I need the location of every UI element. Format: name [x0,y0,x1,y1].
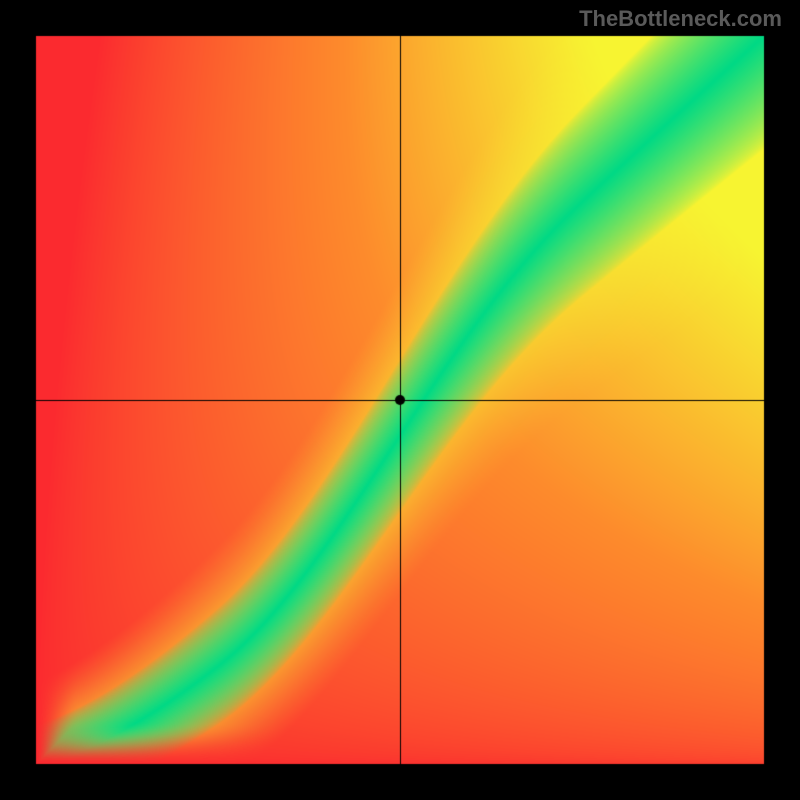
watermark-text: TheBottleneck.com [579,6,782,32]
chart-container: TheBottleneck.com [0,0,800,800]
bottleneck-heatmap-canvas [0,0,800,800]
